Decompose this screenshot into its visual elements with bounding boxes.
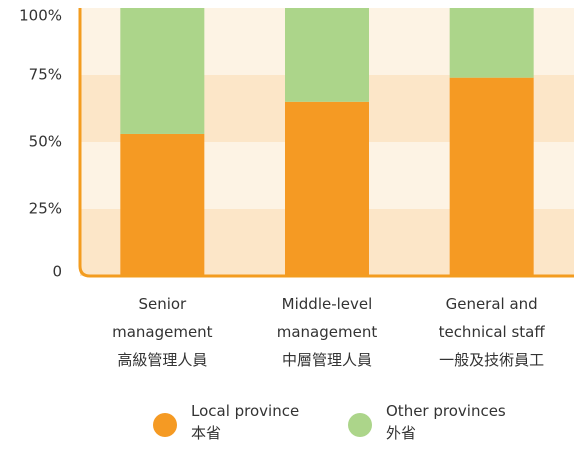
x-tick-label: Middle-level management 中層管理人員 [276,295,378,369]
legend-label: Local province 本省 [191,402,300,442]
bar-segment [285,8,369,102]
bar-segment [120,8,205,134]
y-tick-label: 75% [29,66,62,84]
axis [78,8,574,278]
x-tick-label: Senior management 高級管理人員 [112,295,213,369]
bar-segment [449,77,534,277]
bar-segment [449,8,534,78]
legend-label: Other provinces 外省 [386,402,506,442]
bar-segment [120,133,205,276]
y-tick-label: 25% [29,200,62,218]
y-tick-label: 0 [52,263,62,281]
legend-marker [348,413,372,437]
legend-marker [153,413,177,437]
x-tick-label: General and technical staff 一般及技術員工 [438,295,545,369]
y-tick-label: 100% [19,7,62,25]
y-tick-label: 50% [29,133,62,151]
bar-segment [285,101,369,276]
